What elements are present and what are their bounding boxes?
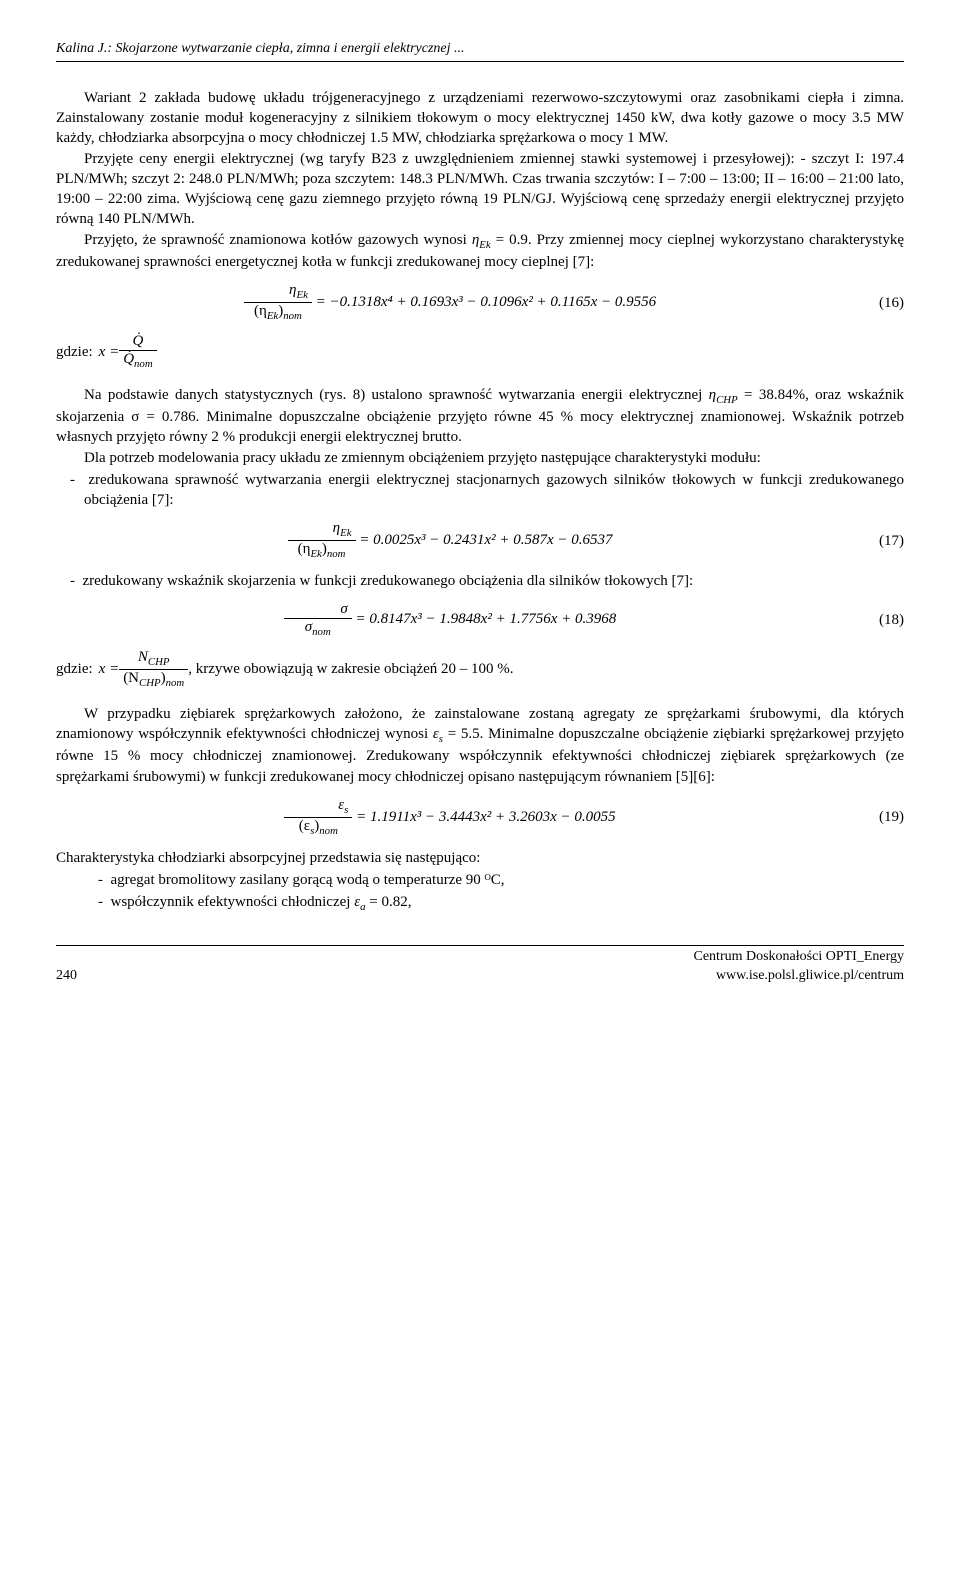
paragraph-4: Na podstawie danych statystycznych (rys.…	[56, 385, 904, 448]
bullet-1: - zredukowana sprawność wytwarzania ener…	[56, 470, 904, 511]
eq18-rhs: = 0.8147x³ − 1.9848x² + 1.7756x + 0.3968	[356, 612, 617, 628]
gdzie1-lhs: x =	[99, 342, 120, 362]
p3-a: Przyjęto, że sprawność znamionowa kotłów…	[84, 232, 472, 248]
eq17-rhs: = 0.0025x³ − 0.2431x² + 0.587x − 0.6537	[359, 532, 612, 548]
paragraph-5: Dla potrzeb modelowania pracy układu ze …	[56, 448, 904, 468]
eq17-top: η	[333, 520, 340, 536]
gdzie1-bot: Q̇	[123, 351, 134, 367]
page-number: 240	[56, 967, 77, 986]
eq16-rhs: = −0.1318x⁴ + 0.1693x³ − 0.1096x² + 0.11…	[316, 294, 656, 310]
gdzie1-top: Q̇	[119, 333, 156, 350]
equation-18: σ σnom = 0.8147x³ − 1.9848x² + 1.7756x +…	[56, 601, 904, 638]
eq19-rhs: = 1.1911x³ − 3.4443x² + 3.2603x − 0.0055	[356, 809, 616, 825]
eq17-top-sub: Ek	[340, 527, 351, 539]
bullet3-text: agregat bromolitowy zasilany gorącą wodą…	[111, 872, 505, 888]
gdzie2-bot-nom: nom	[166, 677, 185, 689]
bullet-4: - współczynnik efektywności chłodniczej …	[56, 892, 904, 915]
eq19-top-sub: s	[344, 804, 348, 816]
bullet-2: - zredukowany wskaźnik skojarzenia w fun…	[56, 571, 904, 591]
eq17-bot-nom: nom	[327, 548, 346, 560]
equation-17: ηEk (ηEk)nom = 0.0025x³ − 0.2431x² + 0.5…	[56, 520, 904, 561]
gdzie2-bot-sub: CHP	[139, 677, 161, 689]
running-header: Kalina J.: Skojarzone wytwarzanie ciepła…	[56, 40, 904, 59]
p4-eta: η	[709, 387, 716, 403]
eq17-number: (17)	[844, 531, 904, 551]
paragraph-7: Charakterystyka chłodziarki absorpcyjnej…	[56, 848, 904, 868]
p4-sub: CHP	[716, 394, 738, 406]
eq18-bot-sub: nom	[312, 626, 331, 638]
eq16-bot-sub: Ek	[267, 310, 278, 322]
bullet4-a: współczynnik efektywności chłodniczej	[111, 894, 355, 910]
footer-line-2: www.ise.polsl.gliwice.pl/centrum	[694, 967, 905, 986]
eq16-top-sub: Ek	[297, 289, 308, 301]
gdzie2-lhs: x =	[99, 659, 120, 679]
bullet4-b: = 0.82,	[366, 894, 412, 910]
p3-sub: Ek	[479, 239, 490, 251]
eq18-top: σ	[284, 601, 352, 618]
eq19-number: (19)	[844, 807, 904, 827]
gdzie2-bot-pre: (N	[123, 670, 139, 686]
bullet-3: - agregat bromolitowy zasilany gorącą wo…	[56, 870, 904, 890]
p4-a: Na podstawie danych statystycznych (rys.…	[84, 387, 709, 403]
eq17-bot-sub: Ek	[310, 548, 321, 560]
page-footer: 240 Centrum Doskonałości OPTI_Energy www…	[56, 945, 904, 986]
gdzie2-top-sub: CHP	[148, 656, 170, 668]
gdzie2-label: gdzie:	[56, 659, 93, 679]
eq17-bot-pre: (η	[298, 541, 311, 557]
gdzie2-tail: , krzywe obowiązują w zakresie obciążeń …	[188, 659, 513, 679]
eq19-bot-nom: nom	[319, 825, 338, 837]
eq16-top: η	[289, 282, 296, 298]
equation-19: εs (εs)nom = 1.1911x³ − 3.4443x² + 3.260…	[56, 797, 904, 838]
equation-16: ηEk (ηEk)nom = −0.1318x⁴ + 0.1693x³ − 0.…	[56, 282, 904, 323]
footer-line-1: Centrum Doskonałości OPTI_Energy	[694, 948, 905, 967]
gdzie1-bot-sub: nom	[134, 358, 153, 370]
gdzie-1: gdzie: x = Q̇ Q̇nom	[56, 333, 904, 370]
eq16-number: (16)	[844, 293, 904, 313]
paragraph-6: W przypadku ziębiarek sprężarkowych zało…	[56, 704, 904, 787]
eq16-bot-nom: nom	[283, 310, 302, 322]
paragraph-1: Wariant 2 zakłada budowę układu trójgene…	[56, 88, 904, 149]
header-rule	[56, 61, 904, 62]
paragraph-3: Przyjęto, że sprawność znamionowa kotłów…	[56, 230, 904, 273]
eq19-bot-pre: (ε	[299, 818, 310, 834]
eq16-bot-pre: (η	[254, 303, 267, 319]
paragraph-2: Przyjęte ceny energii elektrycznej (wg t…	[56, 149, 904, 230]
gdzie2-top: N	[138, 649, 148, 665]
bullet2-text: zredukowany wskaźnik skojarzenia w funkc…	[83, 573, 694, 589]
gdzie1-label: gdzie:	[56, 342, 93, 362]
gdzie-2: gdzie: x = NCHP (NCHP)nom , krzywe obowi…	[56, 649, 904, 690]
bullet1-text: zredukowana sprawność wytwarzania energi…	[84, 472, 904, 508]
eq18-number: (18)	[844, 610, 904, 630]
